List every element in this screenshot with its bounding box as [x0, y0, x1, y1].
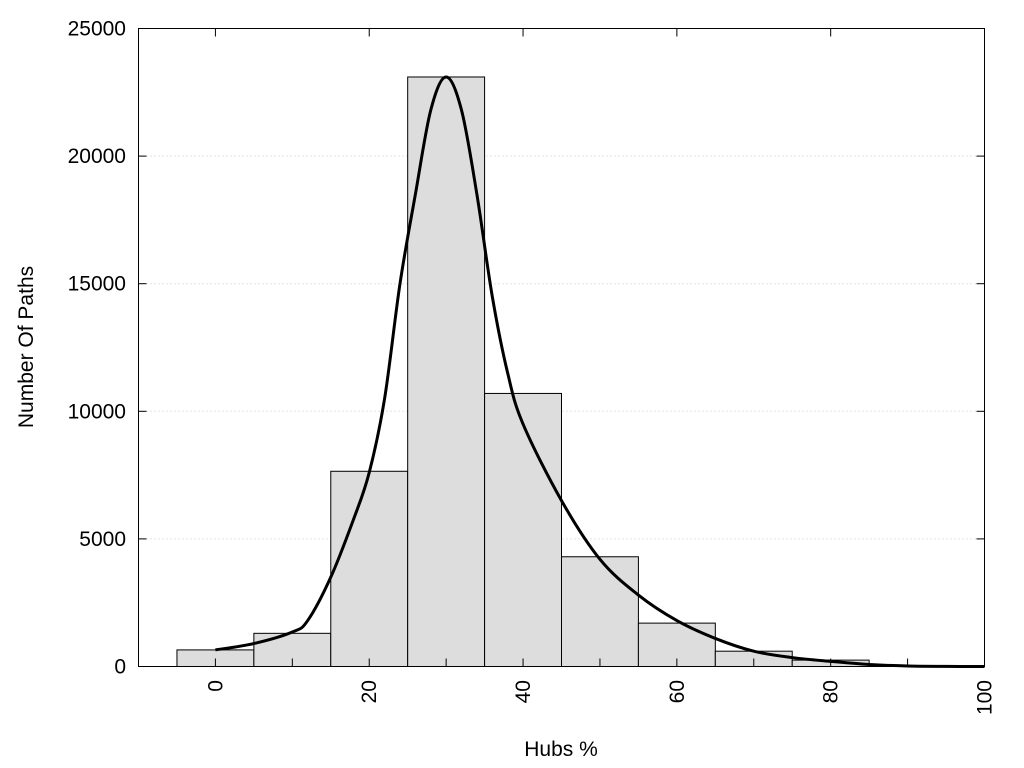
- y-tick-label-4: 20000: [68, 145, 126, 168]
- plot-frame: [138, 28, 985, 667]
- density-curve: [215, 75, 985, 668]
- x-tick-label-0: 0: [204, 680, 227, 692]
- grid-lines: [138, 155, 985, 540]
- y-tick-label-5: 25000: [68, 18, 126, 41]
- y-tick-labels: 0 5000 10000 15000 20000 25000: [68, 18, 126, 679]
- x-tick-label-1: 20: [358, 680, 381, 703]
- y-tick-label-3: 15000: [68, 273, 126, 296]
- y-tick-label-2: 10000: [68, 400, 126, 423]
- histogram-bar-5: [561, 556, 639, 667]
- histogram-bars: [176, 76, 947, 668]
- x-tick-label-5: 100: [974, 680, 997, 715]
- x-tick-label-3: 60: [666, 680, 689, 703]
- density-curve-layer: [215, 75, 985, 668]
- histogram-bar-2: [330, 470, 409, 667]
- histogram-bar-4: [484, 392, 562, 667]
- x-tick-labels: 0 20 40 60 80 100: [204, 680, 996, 715]
- tick-marks: [138, 28, 985, 667]
- y-axis-title: Number Of Paths: [15, 266, 38, 428]
- y-tick-label-0: 0: [114, 656, 126, 679]
- x-tick-label-2: 40: [512, 680, 535, 703]
- x-axis-title: Hubs %: [524, 738, 598, 761]
- x-tick-label-4: 80: [820, 680, 843, 703]
- y-tick-label-1: 5000: [79, 528, 126, 551]
